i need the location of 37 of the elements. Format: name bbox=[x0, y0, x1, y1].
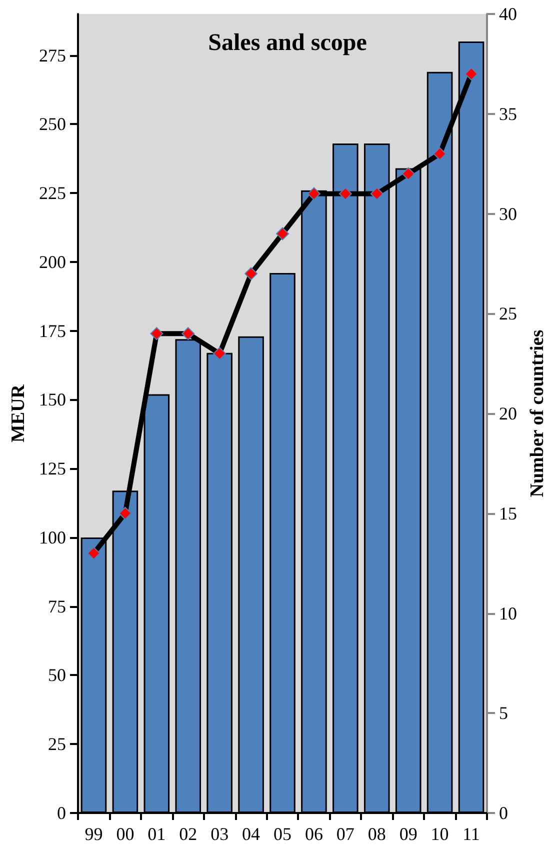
y2-tick-label: 0 bbox=[499, 803, 508, 823]
y-tick-label: 125 bbox=[39, 458, 66, 479]
x-tick-label: 00 bbox=[116, 824, 134, 844]
y2-axis-title: Number of countries bbox=[526, 330, 548, 498]
x-tick-label: 02 bbox=[179, 824, 198, 844]
y-tick-label: 200 bbox=[39, 252, 66, 272]
x-tick-label: 03 bbox=[210, 824, 229, 844]
x-tick-label: 09 bbox=[399, 824, 418, 844]
x-tick-label: 08 bbox=[368, 824, 386, 844]
y-tick-label: 225 bbox=[39, 183, 66, 204]
y-axis-title: MEUR bbox=[8, 384, 30, 443]
y-tick-label: 0 bbox=[57, 803, 66, 823]
y-tick-label: 275 bbox=[39, 45, 66, 66]
y-tick-label: 100 bbox=[39, 527, 66, 548]
y2-tick-label: 10 bbox=[499, 603, 517, 624]
x-tick-label: 11 bbox=[462, 824, 480, 844]
x-tick-label: 07 bbox=[336, 824, 354, 844]
x-tick-label: 05 bbox=[274, 824, 292, 844]
x-tick-label: 01 bbox=[148, 824, 166, 844]
y-tick-label: 25 bbox=[48, 734, 66, 754]
y2-tick-label: 15 bbox=[499, 503, 517, 524]
y-tick-label: 175 bbox=[39, 320, 66, 341]
text: Sales and scope bbox=[208, 30, 368, 56]
y-tick-label: 50 bbox=[48, 665, 66, 686]
y2-tick-label: 35 bbox=[499, 104, 517, 124]
y2-tick-label: 25 bbox=[499, 304, 517, 324]
x-tick-label: 04 bbox=[242, 824, 260, 844]
y2-tick-label: 30 bbox=[499, 204, 517, 224]
x-tick-label: 06 bbox=[304, 824, 323, 844]
y-tick-label: 150 bbox=[39, 390, 66, 410]
y2-tick-label: 20 bbox=[499, 404, 517, 424]
y2-tick-label: 5 bbox=[499, 703, 508, 724]
y2-tick-label: 40 bbox=[499, 4, 517, 24]
x-tick-label: 99 bbox=[84, 824, 103, 844]
x-tick-label: 10 bbox=[430, 824, 449, 844]
y-tick-label: 75 bbox=[48, 596, 66, 616]
y-tick-label: 250 bbox=[39, 114, 66, 134]
